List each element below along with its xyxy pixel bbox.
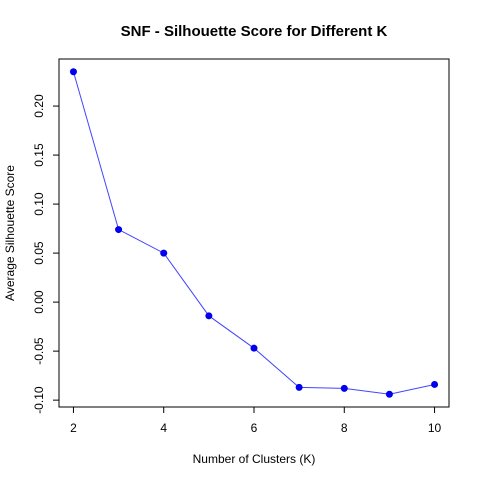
data-point — [250, 344, 258, 352]
x-tick-label: 10 — [428, 421, 442, 435]
series-silhouette — [69, 68, 439, 398]
y-tick-label: 0.15 — [32, 143, 46, 167]
y-tick-label: 0.05 — [32, 241, 46, 265]
x-axis: 2 4 6 8 10 — [70, 406, 442, 435]
chart-title: SNF - Silhouette Score for Different K — [121, 23, 388, 40]
y-tick-label: -0.10 — [32, 386, 46, 414]
y-tick-label: 0.10 — [32, 192, 46, 216]
y-axis: -0.10 -0.05 0.00 0.05 0.10 0.15 0.20 — [32, 94, 60, 414]
data-point — [115, 226, 123, 234]
x-tick-label: 8 — [341, 421, 348, 435]
x-axis-label: Number of Clusters (K) — [193, 452, 316, 466]
data-point — [295, 383, 303, 391]
x-tick-label: 2 — [70, 421, 77, 435]
y-axis-label: Average Silhouette Score — [3, 165, 17, 301]
data-point — [69, 68, 77, 76]
data-point — [160, 249, 168, 257]
y-tick-label: 0.00 — [32, 290, 46, 314]
y-tick-label: 0.20 — [32, 94, 46, 118]
data-point — [431, 380, 439, 388]
x-tick-label: 6 — [251, 421, 258, 435]
x-tick-label: 4 — [160, 421, 167, 435]
plot-frame — [58, 58, 450, 408]
y-tick-label: -0.05 — [32, 337, 46, 365]
data-point — [340, 384, 348, 392]
data-point — [205, 312, 213, 320]
data-point — [385, 390, 393, 398]
